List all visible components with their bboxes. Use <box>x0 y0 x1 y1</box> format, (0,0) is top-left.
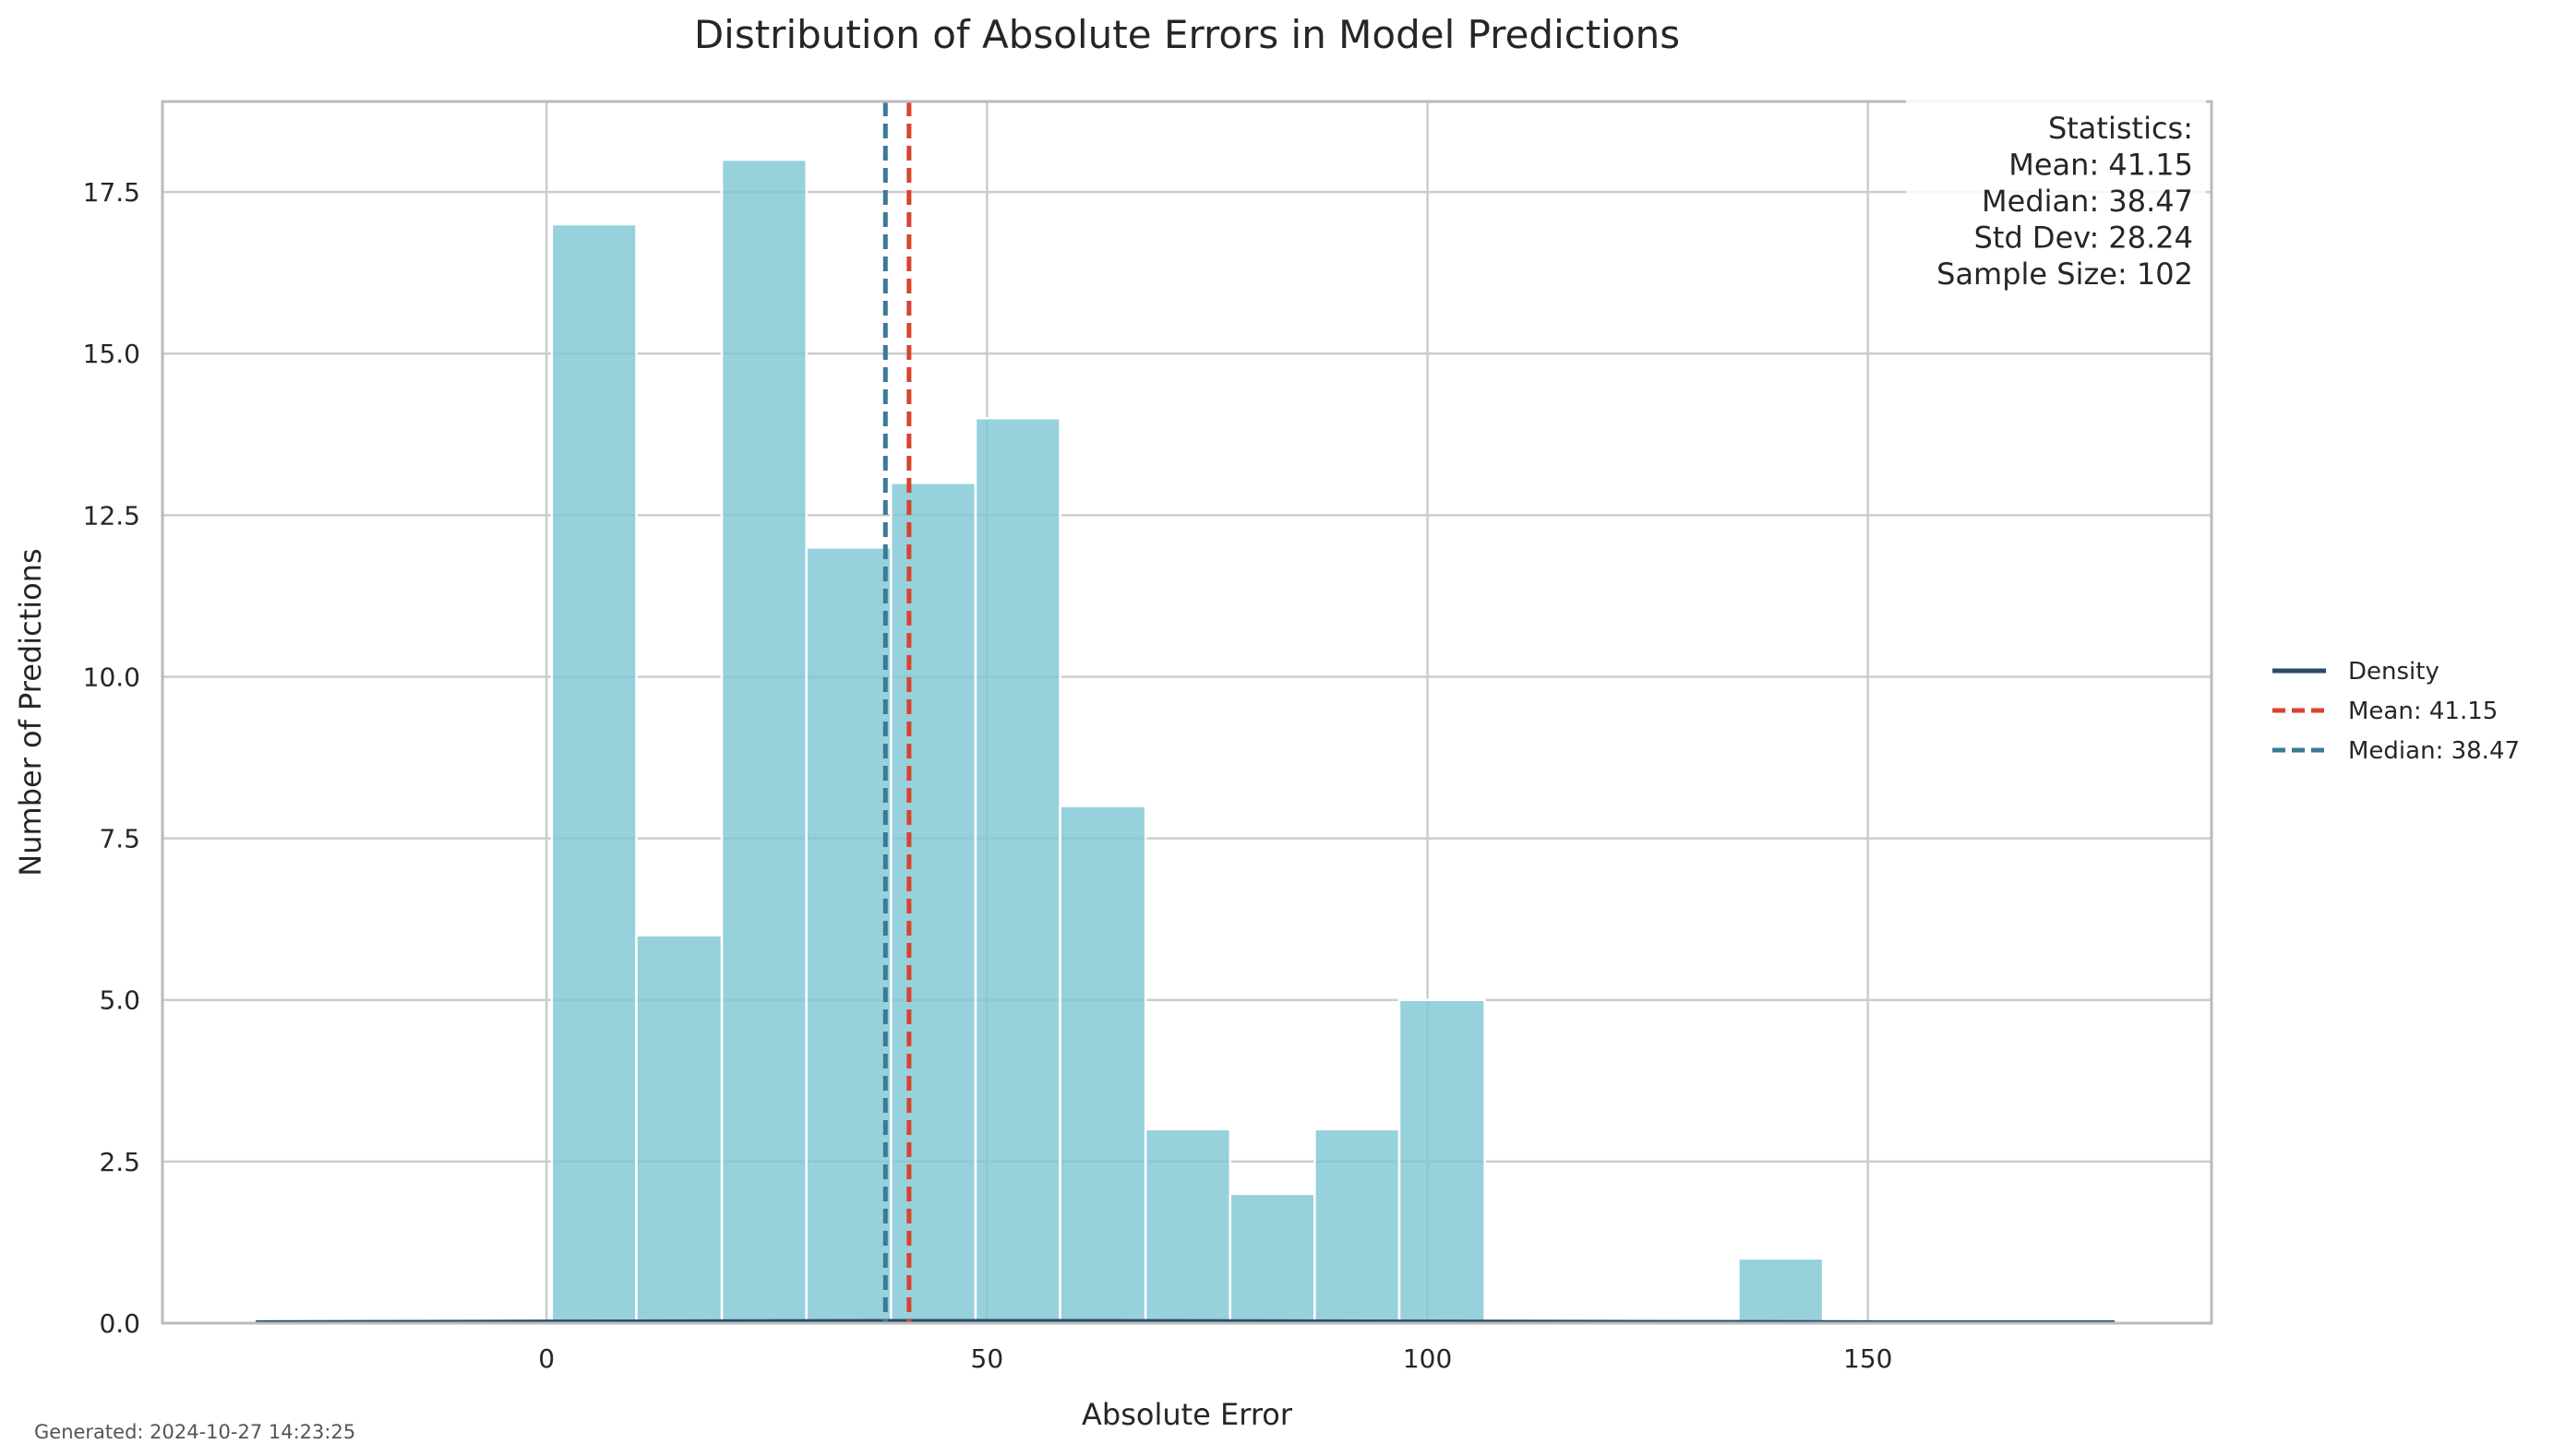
chart-title: Distribution of Absolute Errors in Model… <box>694 12 1680 57</box>
density-curve <box>256 1319 2116 1324</box>
y-axis-label: Number of Predictions <box>13 548 48 876</box>
histogram-bar <box>1059 805 1147 1325</box>
density-layer <box>256 1319 2116 1324</box>
y-tick-labels: 0.0 2.5 5.0 7.5 10.0 12.5 15.0 17.5 <box>83 177 140 1339</box>
histogram-bar <box>1144 1128 1232 1325</box>
y-tick-label: 7.5 <box>99 824 140 854</box>
histogram-bars <box>550 158 1825 1325</box>
x-tick-label: 50 <box>971 1343 1004 1374</box>
y-tick-label: 5.0 <box>99 985 140 1016</box>
x-axis-label: Absolute Error <box>1082 1397 1293 1432</box>
statistics-line: Std Dev: 28.24 <box>1974 221 2193 256</box>
legend-label: Mean: 41.15 <box>2348 698 2498 725</box>
y-tick-label: 2.5 <box>99 1147 140 1177</box>
reference-lines <box>882 101 912 1323</box>
statistics-line: Statistics: <box>2048 111 2193 146</box>
histogram-bar <box>550 222 638 1325</box>
y-tick-label: 10.0 <box>83 662 140 692</box>
generated-timestamp: Generated: 2024-10-27 14:23:25 <box>34 1421 356 1443</box>
y-tick-label: 15.0 <box>83 339 140 369</box>
histogram-bar <box>1313 1128 1401 1325</box>
statistics-line: Median: 38.47 <box>1982 184 2193 219</box>
statistics-line: Sample Size: 102 <box>1936 257 2193 292</box>
histogram-bar <box>890 482 977 1325</box>
legend-label: Median: 38.47 <box>2348 737 2520 765</box>
legend: Density Mean: 41.15 Median: 38.47 <box>2272 658 2520 765</box>
x-tick-label: 150 <box>1843 1343 1892 1374</box>
histogram-bar <box>1737 1257 1825 1325</box>
histogram-bar <box>635 934 724 1325</box>
plot-area-frame <box>161 100 2213 1325</box>
y-tick-label: 12.5 <box>83 500 140 531</box>
histogram-bar <box>974 417 1061 1325</box>
statistics-box-background <box>1906 100 2206 293</box>
statistics-line: Mean: 41.15 <box>2008 148 2193 183</box>
histogram-bar <box>1229 1192 1316 1325</box>
histogram-bar <box>1397 998 1486 1325</box>
histogram-bar <box>805 546 893 1325</box>
histogram-bar <box>720 158 808 1325</box>
x-tick-labels: 0 50 100 150 <box>538 1343 1892 1374</box>
y-tick-label: 17.5 <box>83 177 140 208</box>
legend-label: Density <box>2348 658 2439 686</box>
x-tick-label: 100 <box>1403 1343 1452 1374</box>
x-tick-label: 0 <box>538 1343 555 1374</box>
y-tick-label: 0.0 <box>99 1308 140 1339</box>
